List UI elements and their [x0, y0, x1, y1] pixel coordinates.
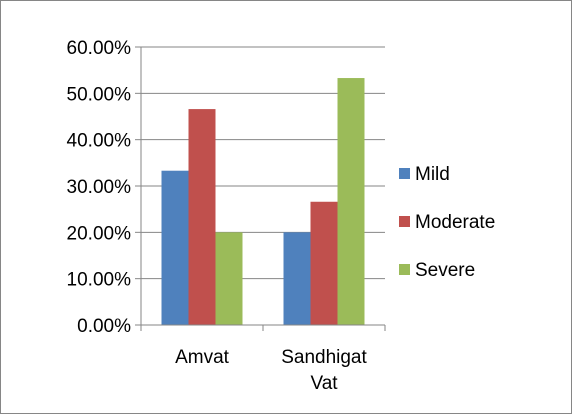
legend-swatch-mild [399, 168, 410, 179]
bar-severe [215, 232, 243, 325]
y-tick-label: 10.00% [67, 270, 132, 291]
legend-swatch-moderate [399, 216, 410, 227]
legend-label-severe: Severe [415, 260, 475, 281]
bars [161, 78, 365, 325]
bar-moderate [188, 109, 216, 325]
y-tick-label: 0.00% [77, 316, 131, 337]
legend-swatch-severe [399, 264, 410, 275]
bar-mild [283, 232, 311, 325]
bar-severe [337, 78, 365, 325]
y-tick-label: 60.00% [67, 38, 132, 59]
y-tick-label: 20.00% [67, 223, 132, 244]
bar-moderate [310, 201, 338, 325]
y-axis-tick-labels: 0.00% 10.00% 20.00% 30.00% 40.00% 50.00% 60.00… [67, 38, 132, 337]
axes [135, 46, 386, 331]
legend-label-moderate: Moderate [415, 212, 495, 233]
x-axis-category-labels: Amvat Sandhigat Vat [175, 347, 367, 394]
y-tick-label: 50.00% [67, 84, 132, 105]
y-tick-label: 30.00% [67, 177, 132, 198]
bar-mild [161, 170, 189, 325]
x-category-label: Amvat [175, 347, 230, 368]
legend-label-mild: Mild [415, 164, 450, 185]
y-tick-label: 40.00% [67, 131, 132, 152]
x-category-label: Sandhigat [281, 347, 367, 368]
x-category-label: Vat [310, 373, 338, 394]
legend: Mild Moderate Severe [399, 164, 495, 281]
